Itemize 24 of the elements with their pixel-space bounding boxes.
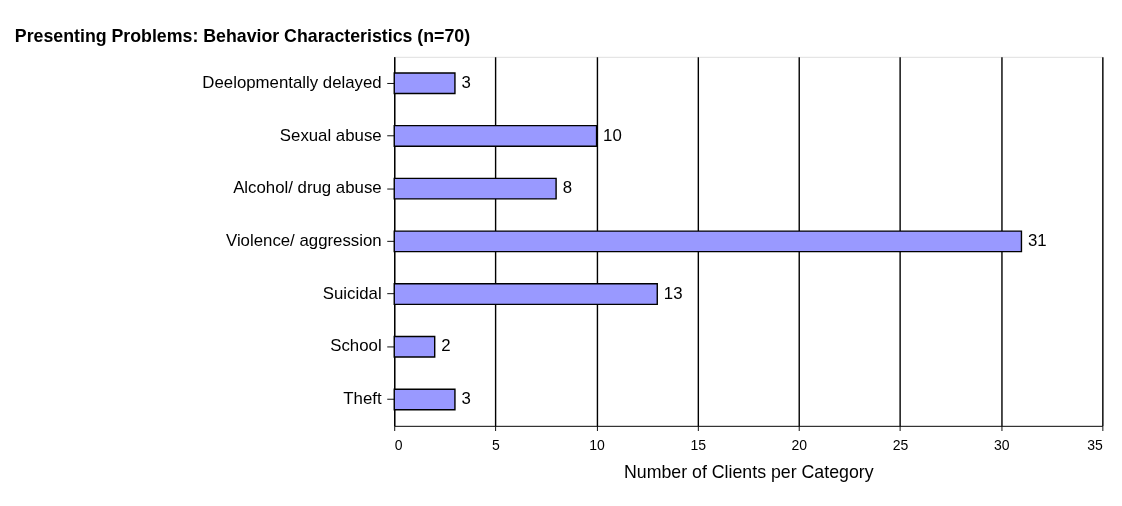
x-tick-label: 25	[892, 436, 909, 453]
data-label: 3	[461, 72, 471, 92]
y-tick-label: School	[330, 336, 382, 356]
text: Presenting Problems: Behavior Characteristics (n=70)	[14, 25, 471, 46]
y-tick-label: Theft	[343, 389, 382, 409]
x-tick-label: 5	[491, 436, 500, 453]
x-tick-label: 30	[993, 436, 1010, 453]
x-tick-label: 0	[394, 436, 403, 453]
y-tick-label: Sexual abuse	[279, 125, 382, 145]
y-tick-label: Violence/ aggression	[225, 231, 382, 251]
data-label: 13	[663, 283, 683, 303]
x-tick-label: 35	[1087, 436, 1104, 453]
x-tick-label: 15	[690, 436, 707, 453]
data-label: 3	[461, 389, 471, 409]
x-axis-title: Number of Clients per Category	[623, 461, 874, 482]
x-tick-label: 20	[791, 436, 808, 453]
data-label: 2	[441, 336, 451, 356]
x-tick-label: 10	[589, 436, 606, 453]
y-tick-label: Alcohol/ drug abuse	[233, 178, 382, 198]
data-label: 8	[562, 178, 572, 198]
y-tick-label: Deelopmentally delayed	[202, 72, 382, 92]
y-tick-label: Suicidal	[322, 283, 382, 303]
data-label: 31	[1027, 231, 1047, 251]
data-label: 10	[603, 125, 622, 145]
